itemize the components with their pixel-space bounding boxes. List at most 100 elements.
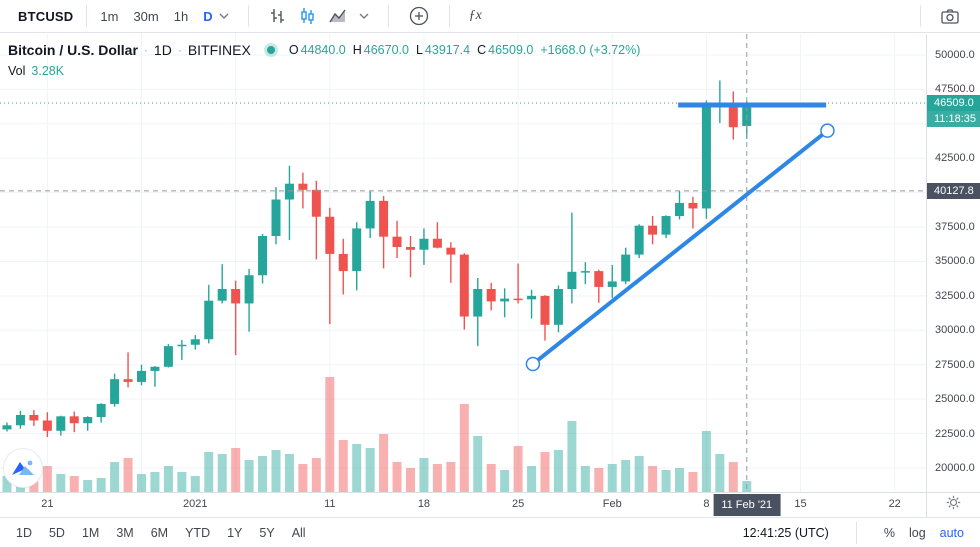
time-tick: 18 bbox=[417, 498, 431, 510]
volume-bar bbox=[123, 458, 133, 492]
price-tick: 37500.0 bbox=[935, 221, 975, 234]
volume-bar bbox=[311, 458, 321, 492]
interval-button-1h[interactable]: 1h bbox=[173, 8, 189, 24]
candle-body bbox=[284, 183, 294, 200]
volume-bar bbox=[728, 462, 738, 492]
bars-style-icon[interactable] bbox=[268, 7, 286, 25]
range-button-All[interactable]: All bbox=[291, 525, 306, 540]
price-tick: 42500.0 bbox=[935, 152, 975, 165]
area-style-icon[interactable] bbox=[328, 7, 347, 25]
range-button-1D[interactable]: 1D bbox=[16, 525, 32, 540]
candlestick-chart[interactable] bbox=[0, 34, 926, 492]
volume-bar bbox=[379, 434, 389, 492]
volume-bar bbox=[473, 436, 483, 492]
camera-icon[interactable] bbox=[940, 7, 960, 25]
candle-body bbox=[459, 254, 469, 317]
interval-button-D[interactable]: D bbox=[203, 8, 213, 24]
divider bbox=[448, 5, 450, 27]
axis-settings-gear-icon[interactable] bbox=[946, 495, 961, 515]
volume-bar bbox=[634, 456, 644, 492]
candle-body bbox=[406, 247, 415, 250]
volume-bar bbox=[459, 404, 469, 492]
candle-body bbox=[110, 379, 120, 404]
candle-body bbox=[379, 200, 389, 237]
time-tick: Feb bbox=[602, 498, 622, 510]
range-button-3M[interactable]: 3M bbox=[116, 525, 134, 540]
range-button-5D[interactable]: 5D bbox=[48, 525, 65, 540]
range-button-5Y[interactable]: 5Y bbox=[259, 525, 275, 540]
volume-bar bbox=[217, 454, 227, 492]
style-chevron-down-icon[interactable] bbox=[359, 13, 369, 19]
crosshair-price-label: 40127.8 bbox=[927, 182, 980, 199]
candle-body bbox=[231, 288, 241, 304]
symbol-button[interactable]: BTCUSD bbox=[18, 8, 74, 24]
candle-body bbox=[419, 238, 429, 250]
trendline-handle[interactable] bbox=[820, 123, 835, 138]
price-axis[interactable]: 46509.0 11:18:35 40127.8 50000.0 47500.0 4… bbox=[926, 34, 980, 492]
volume-bar bbox=[540, 452, 550, 492]
log-scale-button[interactable]: log bbox=[908, 525, 926, 540]
volume-bar bbox=[42, 466, 52, 492]
candle-body bbox=[621, 254, 631, 282]
volume-bar bbox=[365, 448, 375, 492]
volume-bar bbox=[419, 458, 429, 492]
candle-body bbox=[217, 288, 227, 301]
volume-bar bbox=[446, 462, 456, 492]
volume-bar bbox=[513, 446, 523, 492]
range-button-YTD[interactable]: YTD bbox=[185, 525, 211, 540]
candle-body bbox=[594, 271, 604, 287]
time-axis[interactable]: 11 Feb '21 21 2021 11 18 25 Feb 8 15 22 bbox=[0, 492, 980, 517]
volume-bar bbox=[715, 454, 725, 492]
volume-bar bbox=[244, 460, 254, 492]
indicators-fx-icon[interactable]: ƒx bbox=[468, 8, 482, 23]
price-tick: 32500.0 bbox=[935, 289, 975, 302]
candle-body bbox=[352, 228, 362, 272]
candle-body bbox=[607, 281, 617, 287]
trendline-drawing bbox=[530, 128, 830, 367]
volume-bar bbox=[392, 462, 402, 492]
candle-body bbox=[258, 235, 268, 276]
trendline-handle[interactable] bbox=[525, 356, 541, 372]
candle-body bbox=[661, 216, 671, 235]
compare-plus-icon[interactable] bbox=[408, 5, 430, 27]
volume-bar bbox=[553, 450, 563, 492]
interval-button-1m[interactable]: 1m bbox=[100, 8, 119, 24]
percent-scale-button[interactable]: % bbox=[883, 525, 895, 540]
range-button-1M[interactable]: 1M bbox=[81, 525, 100, 540]
clock-utc[interactable]: 12:41:25 (UTC) bbox=[742, 525, 829, 540]
price-tick: 50000.0 bbox=[935, 48, 975, 61]
candle-body bbox=[513, 298, 523, 301]
last-price-label: 46509.0 bbox=[927, 95, 980, 112]
volume-bar bbox=[284, 454, 294, 492]
interval-button-30m[interactable]: 30m bbox=[133, 8, 159, 24]
time-tick: 22 bbox=[888, 498, 901, 510]
interval-group: 1m 30m 1h D bbox=[100, 9, 212, 24]
volume-bar bbox=[580, 466, 590, 492]
bar-countdown-label: 11:18:35 bbox=[927, 111, 980, 128]
range-button-6M[interactable]: 6M bbox=[150, 525, 169, 540]
tradingview-logo[interactable] bbox=[3, 448, 43, 488]
volume-bar bbox=[190, 476, 200, 492]
volume-bar bbox=[163, 466, 173, 492]
candle-body bbox=[486, 288, 496, 302]
candle-body bbox=[500, 298, 510, 302]
top-toolbar: BTCUSD 1m 30m 1h D bbox=[0, 0, 980, 33]
candle-body bbox=[742, 103, 752, 127]
price-tick: 20000.0 bbox=[935, 461, 975, 474]
candle-body bbox=[177, 344, 187, 347]
price-tick: 47500.0 bbox=[935, 83, 975, 96]
interval-chevron-down-icon[interactable] bbox=[219, 13, 229, 19]
candle-body bbox=[204, 300, 214, 340]
auto-scale-button[interactable]: auto bbox=[939, 525, 964, 540]
range-button-1Y[interactable]: 1Y bbox=[227, 525, 243, 540]
candle-body bbox=[123, 379, 133, 382]
volume-bar bbox=[96, 478, 106, 492]
time-tick: 15 bbox=[794, 498, 807, 510]
volume-bar bbox=[688, 472, 698, 492]
time-tick: 21 bbox=[41, 498, 54, 510]
candle-body bbox=[96, 403, 106, 418]
candle-body bbox=[634, 225, 644, 255]
candles-style-icon[interactable] bbox=[298, 7, 316, 25]
candle-body bbox=[15, 414, 25, 426]
